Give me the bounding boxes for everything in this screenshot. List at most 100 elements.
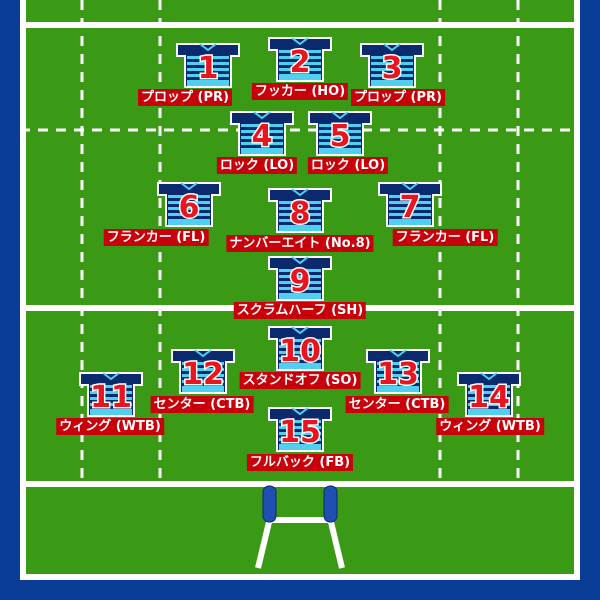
jersey-hem — [182, 389, 224, 392]
jersey-stripe — [279, 74, 321, 77]
jersey-collar — [401, 182, 419, 191]
jersey-stripe — [187, 62, 229, 65]
jersey-stripe — [279, 287, 321, 290]
jersey-stripe — [279, 363, 321, 366]
player-position-label-12: センター (CTB) — [150, 396, 254, 413]
jersey-stripe — [377, 362, 419, 365]
player-position-label-3: プロップ (PR) — [351, 89, 445, 106]
jersey-stripe — [241, 148, 283, 151]
jersey-hem — [468, 412, 510, 415]
jersey-stripe — [279, 225, 321, 228]
jersey-stripe — [371, 74, 413, 77]
player-jersey-14: 14 — [457, 372, 521, 417]
jersey-hem — [377, 389, 419, 392]
jersey-collar — [331, 111, 349, 120]
player-jersey-15: 15 — [268, 407, 332, 452]
jersey-stripe — [279, 357, 321, 360]
player-position-label-1: プロップ (PR) — [138, 89, 232, 106]
jersey-stripe — [389, 195, 431, 198]
jersey-stripe — [279, 68, 321, 71]
jersey-stripe — [279, 345, 321, 348]
player-jersey-2: 2 — [268, 37, 332, 82]
player-number-15: 15 — [279, 415, 321, 450]
player-jersey-11: 11 — [79, 372, 143, 417]
jersey-stripe — [168, 219, 210, 222]
player-position-label-10: スタンドオフ (SO) — [239, 372, 361, 389]
jersey-stripe — [279, 201, 321, 204]
jersey-stripe — [279, 213, 321, 216]
jersey-stripe — [319, 148, 361, 151]
player-jersey-3: 3 — [360, 43, 424, 88]
jersey-stripe — [241, 136, 283, 139]
jersey-stripe — [468, 391, 510, 394]
jersey-stripe — [279, 351, 321, 354]
jersey-stripe — [241, 124, 283, 127]
jersey-stripe — [279, 269, 321, 272]
jersey-stripe — [279, 293, 321, 296]
player-number-13: 13 — [377, 357, 419, 392]
jersey-stripe — [279, 207, 321, 210]
jersey-stripe — [389, 219, 431, 222]
jersey-stripe — [187, 68, 229, 71]
player-jersey-8: 8 — [268, 188, 332, 233]
jersey-stripe — [319, 136, 361, 139]
player-number-8: 8 — [290, 196, 311, 231]
jersey-stripe — [279, 432, 321, 435]
jersey-stripe — [187, 80, 229, 83]
player-jersey-7: 7 — [378, 182, 442, 227]
jersey-hem — [187, 83, 229, 86]
jersey-hem — [279, 296, 321, 299]
jersey-stripe — [90, 391, 132, 394]
jersey-stripe — [279, 426, 321, 429]
jersey-collar — [383, 43, 401, 52]
player-position-label-7: フランカー (FL) — [392, 229, 498, 246]
jersey-stripe — [371, 56, 413, 59]
jersey-stripe — [468, 385, 510, 388]
jersey-stripe — [241, 130, 283, 133]
goal-posts — [255, 485, 345, 569]
player-number-12: 12 — [182, 357, 224, 392]
player-jersey-12: 12 — [171, 349, 235, 394]
player-jersey-10: 10 — [268, 326, 332, 371]
jersey-stripe — [377, 386, 419, 389]
jersey-stripe — [182, 368, 224, 371]
jersey-stripe — [90, 385, 132, 388]
jersey-stripe — [168, 213, 210, 216]
player-jersey-13: 13 — [366, 349, 430, 394]
jersey-hem — [371, 83, 413, 86]
jersey-collar — [199, 43, 217, 52]
player-position-label-15: フルバック (FB) — [246, 454, 354, 471]
jersey-collar — [194, 349, 212, 358]
player-number-6: 6 — [179, 190, 200, 225]
jersey-stripe — [90, 409, 132, 412]
jersey-stripe — [187, 74, 229, 77]
jersey-stripe — [468, 397, 510, 400]
player-jersey-1: 1 — [176, 43, 240, 88]
jersey-stripe — [371, 80, 413, 83]
jersey-stripe — [90, 397, 132, 400]
player-jersey-5: 5 — [308, 111, 372, 156]
jersey-collar — [291, 326, 309, 335]
jersey-stripe — [279, 275, 321, 278]
jersey-stripe — [389, 201, 431, 204]
jersey-stripe — [241, 142, 283, 145]
jersey-hem — [279, 447, 321, 450]
jersey-collar — [291, 37, 309, 46]
jersey-stripe — [279, 219, 321, 222]
jersey-stripe — [168, 195, 210, 198]
jersey-stripe — [279, 62, 321, 65]
jersey-stripe — [168, 201, 210, 204]
jersey-stripe — [182, 374, 224, 377]
player-jersey-9: 9 — [268, 256, 332, 301]
player-position-label-9: スクラムハーフ (SH) — [233, 302, 367, 319]
player-jersey-6: 6 — [157, 182, 221, 227]
player-number-10: 10 — [279, 334, 321, 369]
jersey-hem — [241, 151, 283, 154]
jersey-collar — [291, 407, 309, 416]
player-number-11: 11 — [90, 380, 132, 415]
goal-post-pad-left — [262, 485, 277, 523]
jersey-stripe — [468, 409, 510, 412]
player-number-4: 4 — [252, 119, 273, 154]
player-number-1: 1 — [198, 51, 219, 86]
jersey-hem — [319, 151, 361, 154]
